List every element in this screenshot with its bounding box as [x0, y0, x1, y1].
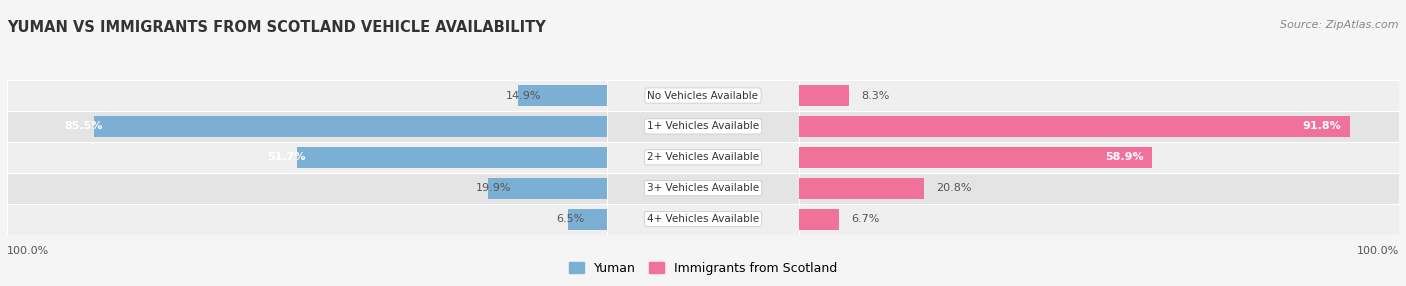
Bar	[799, 111, 1399, 142]
Bar	[799, 147, 1153, 168]
Bar	[7, 173, 607, 204]
Bar	[607, 142, 799, 173]
Text: 2+ Vehicles Available: 2+ Vehicles Available	[647, 152, 759, 162]
Bar	[799, 85, 849, 106]
Bar	[799, 178, 924, 199]
Text: Source: ZipAtlas.com: Source: ZipAtlas.com	[1281, 20, 1399, 30]
Text: 4+ Vehicles Available: 4+ Vehicles Available	[647, 214, 759, 224]
Bar	[607, 173, 799, 204]
Text: 85.5%: 85.5%	[65, 122, 103, 131]
Text: 20.8%: 20.8%	[936, 183, 972, 193]
Legend: Yuman, Immigrants from Scotland: Yuman, Immigrants from Scotland	[564, 257, 842, 280]
Bar	[488, 178, 607, 199]
Bar	[799, 204, 1399, 235]
Bar	[7, 111, 607, 142]
Bar	[607, 204, 799, 235]
Text: 100.0%: 100.0%	[1357, 246, 1399, 256]
Bar	[607, 111, 799, 142]
Text: 19.9%: 19.9%	[475, 183, 512, 193]
Bar	[799, 173, 1399, 204]
Text: 8.3%: 8.3%	[860, 91, 889, 100]
Bar	[799, 80, 1399, 111]
Text: YUMAN VS IMMIGRANTS FROM SCOTLAND VEHICLE AVAILABILITY: YUMAN VS IMMIGRANTS FROM SCOTLAND VEHICL…	[7, 20, 546, 35]
Bar	[7, 204, 607, 235]
Bar	[7, 142, 607, 173]
Bar	[568, 208, 607, 230]
Text: 91.8%: 91.8%	[1302, 122, 1341, 131]
Bar	[799, 142, 1399, 173]
Text: 58.9%: 58.9%	[1105, 152, 1143, 162]
Bar	[297, 147, 607, 168]
Bar	[517, 85, 607, 106]
Text: 3+ Vehicles Available: 3+ Vehicles Available	[647, 183, 759, 193]
Bar	[7, 80, 607, 111]
Text: 51.7%: 51.7%	[267, 152, 307, 162]
Bar	[607, 80, 799, 111]
Text: 6.7%: 6.7%	[851, 214, 880, 224]
Bar	[94, 116, 607, 137]
Bar	[799, 116, 1350, 137]
Text: 14.9%: 14.9%	[506, 91, 541, 100]
Text: 100.0%: 100.0%	[7, 246, 49, 256]
Text: No Vehicles Available: No Vehicles Available	[648, 91, 758, 100]
Text: 6.5%: 6.5%	[555, 214, 585, 224]
Bar	[799, 208, 839, 230]
Text: 1+ Vehicles Available: 1+ Vehicles Available	[647, 122, 759, 131]
